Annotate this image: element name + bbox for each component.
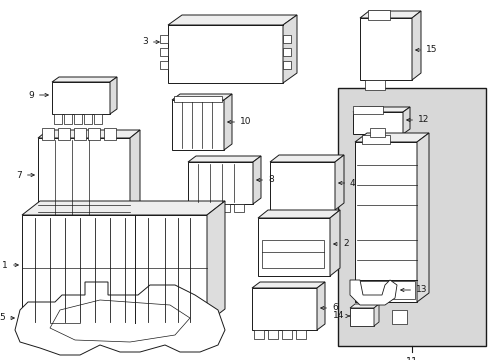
Bar bbox=[88, 128, 100, 140]
Polygon shape bbox=[402, 107, 409, 134]
Bar bbox=[283, 48, 290, 56]
Bar bbox=[74, 128, 86, 140]
Bar bbox=[160, 35, 168, 43]
Bar bbox=[267, 330, 278, 339]
Polygon shape bbox=[52, 77, 117, 82]
Bar bbox=[42, 128, 54, 140]
Text: 15: 15 bbox=[415, 45, 437, 54]
Bar bbox=[367, 10, 389, 20]
Bar bbox=[187, 162, 252, 204]
Polygon shape bbox=[252, 156, 261, 204]
Bar bbox=[283, 61, 290, 69]
Polygon shape bbox=[22, 201, 224, 215]
Polygon shape bbox=[251, 282, 325, 288]
Bar bbox=[104, 128, 116, 140]
Polygon shape bbox=[15, 282, 224, 355]
Text: 4: 4 bbox=[338, 179, 355, 188]
Bar bbox=[269, 162, 334, 210]
Bar bbox=[282, 330, 291, 339]
Bar bbox=[160, 48, 168, 56]
Polygon shape bbox=[359, 11, 420, 18]
Bar bbox=[94, 114, 102, 124]
Bar bbox=[295, 330, 305, 339]
Polygon shape bbox=[416, 133, 428, 302]
Bar bbox=[192, 204, 202, 212]
Text: 10: 10 bbox=[227, 117, 251, 126]
Text: 8: 8 bbox=[256, 175, 273, 184]
Bar bbox=[84, 114, 92, 124]
Bar bbox=[258, 218, 329, 276]
Bar bbox=[369, 128, 384, 137]
Bar bbox=[361, 135, 389, 144]
Polygon shape bbox=[130, 130, 140, 216]
Polygon shape bbox=[334, 155, 343, 210]
Text: 1: 1 bbox=[2, 261, 18, 270]
Polygon shape bbox=[283, 15, 296, 83]
Polygon shape bbox=[411, 11, 420, 80]
Text: 12: 12 bbox=[406, 116, 428, 125]
Text: 14: 14 bbox=[332, 311, 349, 320]
Text: 11: 11 bbox=[405, 357, 417, 360]
Bar bbox=[168, 25, 283, 83]
Polygon shape bbox=[269, 155, 343, 162]
Text: 6: 6 bbox=[320, 303, 337, 312]
Text: 7: 7 bbox=[16, 171, 34, 180]
Bar bbox=[359, 18, 411, 80]
Bar bbox=[52, 82, 110, 114]
Bar bbox=[253, 330, 264, 339]
Polygon shape bbox=[168, 15, 296, 25]
Bar bbox=[74, 114, 82, 124]
Text: 2: 2 bbox=[333, 239, 348, 248]
Bar bbox=[352, 112, 402, 134]
Bar bbox=[54, 114, 62, 124]
Polygon shape bbox=[110, 77, 117, 114]
Bar bbox=[352, 106, 382, 114]
Bar bbox=[364, 80, 384, 90]
Bar bbox=[391, 310, 406, 324]
Bar bbox=[172, 100, 224, 150]
Text: 9: 9 bbox=[28, 90, 48, 99]
Bar bbox=[22, 215, 206, 323]
Bar bbox=[234, 204, 244, 212]
Bar bbox=[354, 142, 416, 302]
Polygon shape bbox=[349, 304, 378, 308]
Text: 3: 3 bbox=[142, 37, 159, 46]
Bar bbox=[262, 240, 324, 268]
Bar bbox=[356, 281, 414, 299]
Polygon shape bbox=[373, 304, 378, 326]
Bar bbox=[174, 96, 222, 102]
Polygon shape bbox=[316, 282, 325, 330]
Text: 13: 13 bbox=[400, 285, 427, 294]
Bar bbox=[64, 114, 72, 124]
Bar bbox=[220, 204, 229, 212]
Bar bbox=[205, 204, 216, 212]
Polygon shape bbox=[352, 107, 409, 112]
Polygon shape bbox=[258, 210, 339, 218]
Bar bbox=[349, 308, 373, 326]
Bar bbox=[38, 138, 130, 216]
Polygon shape bbox=[172, 94, 231, 100]
Polygon shape bbox=[349, 280, 396, 305]
Polygon shape bbox=[224, 94, 231, 150]
Polygon shape bbox=[187, 156, 261, 162]
Bar bbox=[283, 35, 290, 43]
Bar bbox=[160, 61, 168, 69]
Polygon shape bbox=[329, 210, 339, 276]
Bar bbox=[251, 288, 316, 330]
Polygon shape bbox=[354, 133, 428, 142]
Bar bbox=[58, 128, 70, 140]
Polygon shape bbox=[38, 130, 140, 138]
Text: 5: 5 bbox=[0, 314, 14, 323]
Polygon shape bbox=[206, 201, 224, 323]
Bar bbox=[337, 88, 485, 346]
